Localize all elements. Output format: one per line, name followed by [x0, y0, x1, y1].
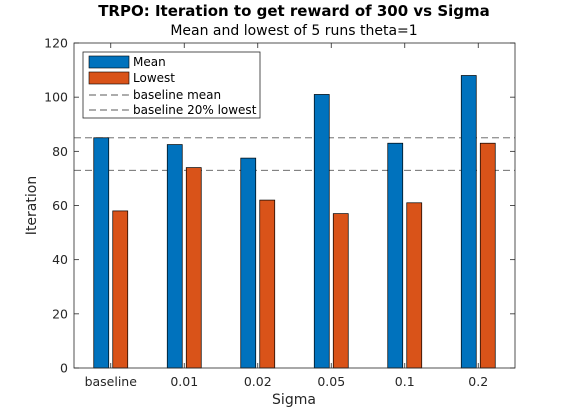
- bar-lowest-5: [479, 142, 496, 369]
- y-tick-label-3: 60: [52, 198, 68, 213]
- x-ticks: baseline 0.01 0.02 0.05 0.1 0.2: [85, 43, 488, 389]
- legend-label-baseline-mean: baseline mean: [133, 88, 221, 102]
- bars: [93, 75, 496, 369]
- x-tick-label-3: 0.05: [317, 374, 345, 389]
- reference-lines: [74, 137, 515, 171]
- legend-label-mean: Mean: [133, 55, 166, 69]
- bar-lowest-4: [406, 202, 423, 369]
- y-tick-label-4: 80: [52, 144, 68, 159]
- legend: Mean Lowest baseline mean baseline 20% l…: [82, 51, 261, 119]
- x-tick-label-0: baseline: [85, 374, 138, 389]
- bar-mean-5: [460, 75, 477, 369]
- bar-mean-1: [166, 144, 183, 369]
- y-tick-label-6: 120: [44, 36, 68, 51]
- legend-swatch-mean: [88, 55, 130, 69]
- x-tick-label-1: 0.01: [170, 374, 198, 389]
- y-tick-label-5: 100: [44, 90, 68, 105]
- y-ticks: 0 20 40 60 80 100 120: [44, 36, 515, 376]
- y-axis-label: Iteration: [24, 176, 40, 235]
- bar-mean-0: [93, 137, 110, 369]
- x-axis-label: Sigma: [272, 392, 316, 408]
- legend-label-lowest: Lowest: [133, 71, 175, 85]
- chart-title: TRPO: Iteration to get reward of 300 vs …: [98, 2, 490, 20]
- x-tick-label-4: 0.1: [395, 374, 415, 389]
- x-tick-label-2: 0.02: [244, 374, 272, 389]
- bar-mean-2: [240, 157, 257, 369]
- bar-mean-3: [313, 94, 330, 369]
- x-tick-label-5: 0.2: [468, 374, 488, 389]
- y-tick-label-0: 0: [60, 361, 68, 376]
- bar-lowest-3: [332, 213, 349, 369]
- bar-mean-4: [387, 142, 404, 369]
- y-tick-label-2: 40: [52, 252, 68, 267]
- bar-lowest-0: [112, 210, 129, 369]
- legend-swatch-lowest: [88, 71, 130, 85]
- legend-label-baseline-lowest: baseline 20% lowest: [133, 103, 257, 117]
- y-tick-label-1: 20: [52, 306, 68, 321]
- bar-lowest-1: [185, 167, 202, 369]
- bar-lowest-2: [259, 199, 276, 369]
- chart-subtitle: Mean and lowest of 5 runs theta=1: [170, 23, 417, 39]
